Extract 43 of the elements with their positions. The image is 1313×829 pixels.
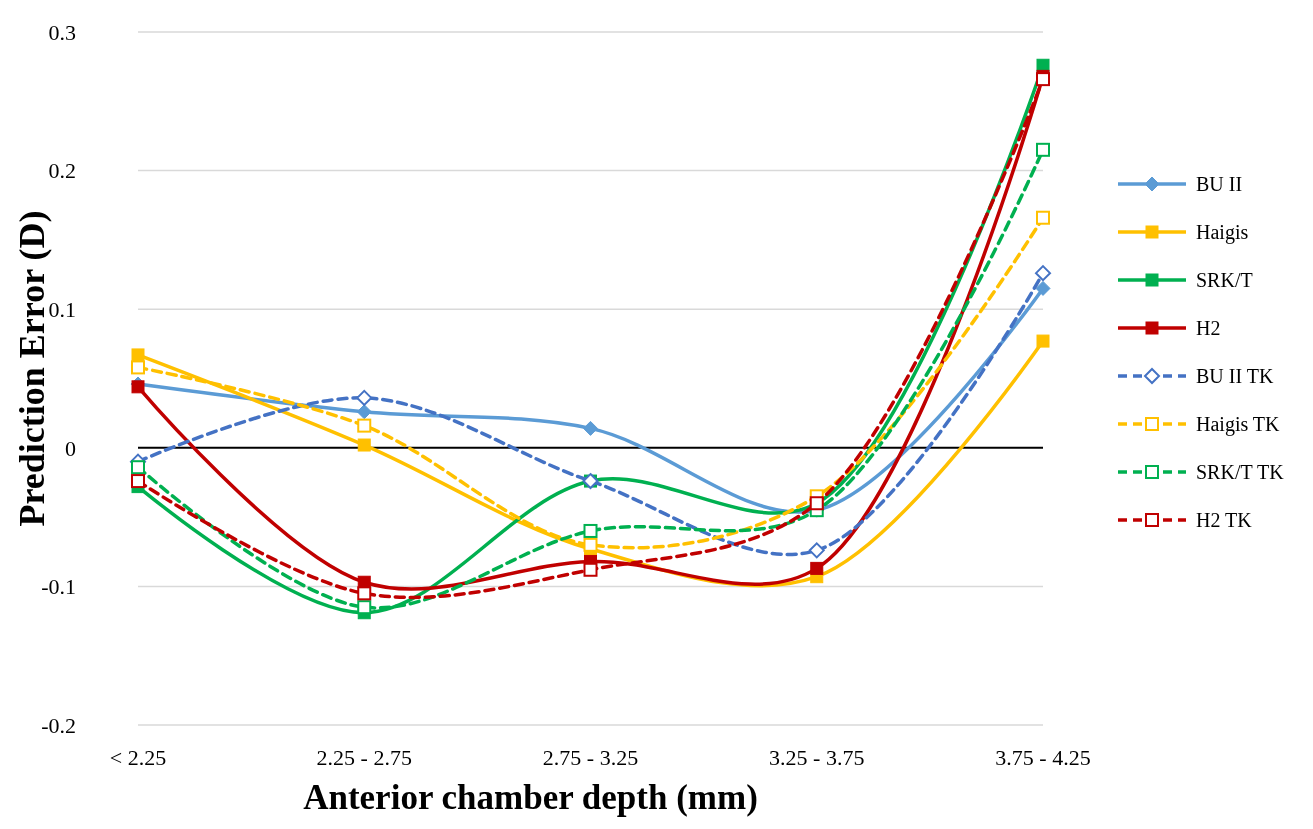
y-tick-label: 0.2 (48, 158, 76, 184)
point (1036, 142, 1050, 157)
point (1036, 334, 1050, 348)
x-tick-label: 2.25 - 2.75 (316, 745, 412, 770)
point (583, 523, 598, 538)
x-tick-label: 2.75 - 3.25 (542, 745, 639, 770)
point (808, 542, 825, 559)
point (357, 418, 372, 433)
legend-label: BU II (1196, 173, 1243, 195)
point (131, 380, 145, 394)
y-tick-label: -0.2 (41, 712, 76, 738)
y-tick-label: 0 (65, 435, 76, 461)
point (357, 600, 372, 615)
x-axis-title: Anterior chamber depth (mm) (303, 778, 758, 817)
legend-label: H2 TK (1196, 509, 1253, 531)
point (356, 404, 372, 420)
point (583, 562, 598, 577)
point (131, 348, 145, 362)
legend-label: Haigis TK (1196, 413, 1281, 436)
y-tick-label: 0.3 (48, 19, 76, 45)
point (1036, 58, 1050, 72)
x-tick-label: 3.75 - 4.25 (995, 745, 1091, 770)
legend-label: SRK/T TK (1196, 461, 1285, 483)
legend-label: SRK/T (1196, 269, 1253, 291)
point (583, 420, 598, 436)
point (357, 438, 371, 452)
x-tick-label: < 2.25 (109, 745, 167, 770)
legend-label: BU II TK (1196, 365, 1274, 387)
point (131, 474, 145, 489)
point (1035, 280, 1051, 296)
point (1035, 265, 1051, 282)
point (1036, 210, 1050, 225)
point (131, 360, 145, 375)
point (810, 561, 824, 575)
legend-label: H2 (1196, 317, 1221, 339)
point (357, 586, 372, 601)
point (583, 537, 598, 552)
point (1036, 72, 1050, 87)
point (131, 460, 145, 475)
y-tick-label: -0.1 (41, 574, 76, 600)
legend-label: Haigis (1196, 221, 1249, 244)
x-tick-label: 3.25 - 3.75 (769, 745, 865, 770)
point (356, 389, 373, 406)
